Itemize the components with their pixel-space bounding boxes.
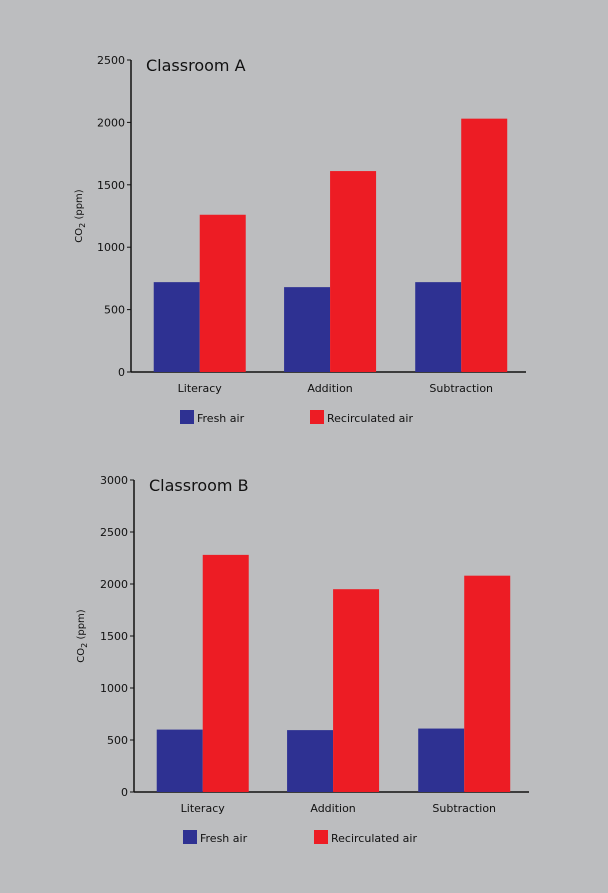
x-category-label: Subtraction — [429, 382, 493, 395]
y-tick-label: 500 — [107, 734, 128, 747]
x-category-label: Addition — [310, 802, 355, 815]
bar-recirculated-air-subtraction — [464, 575, 511, 792]
bar-recirculated-air-literacy — [202, 554, 249, 792]
legend-label: Fresh air — [200, 832, 248, 845]
bar-fresh-air-subtraction — [415, 282, 462, 372]
bar-fresh-air-subtraction — [418, 728, 465, 792]
y-tick-label: 1500 — [97, 179, 125, 192]
legend-label: Recirculated air — [327, 412, 413, 425]
legend-label: Recirculated air — [331, 832, 417, 845]
x-category-label: Literacy — [181, 802, 226, 815]
y-axis-label-subscript: 2 — [78, 223, 87, 228]
legend-swatch — [310, 410, 324, 424]
bar-recirculated-air-subtraction — [461, 118, 508, 372]
bar-fresh-air-literacy — [156, 729, 203, 792]
legend-swatch — [180, 410, 194, 424]
y-tick-label: 1500 — [100, 630, 128, 643]
bar-fresh-air-addition — [284, 287, 331, 372]
y-tick-label: 0 — [118, 366, 125, 379]
y-tick-label: 1000 — [97, 241, 125, 254]
bar-recirculated-air-literacy — [199, 214, 246, 372]
chart-classroom-b: 0 500 1000 1500 2000 2500 3000 Classroom B CO2 (… — [76, 474, 529, 845]
y-axis-label-unit: (ppm) — [76, 609, 87, 643]
bar-fresh-air-literacy — [153, 282, 200, 372]
y-tick-label: 2500 — [97, 54, 125, 67]
y-axis-label: CO2 (ppm) — [74, 189, 87, 242]
y-axis-label-main: CO — [76, 648, 87, 663]
y-tick-label: 1000 — [100, 682, 128, 695]
y-axis-label-subscript: 2 — [80, 643, 89, 648]
y-tick-label: 2000 — [100, 578, 128, 591]
legend-label: Fresh air — [197, 412, 245, 425]
chart-title: Classroom B — [149, 476, 249, 495]
bar-recirculated-air-addition — [330, 171, 377, 372]
y-axis-label-main: CO — [74, 228, 85, 243]
chart-title: Classroom A — [146, 56, 246, 75]
y-tick-label: 0 — [121, 786, 128, 799]
y-tick-label: 500 — [104, 304, 125, 317]
bar-recirculated-air-addition — [333, 589, 380, 792]
legend-swatch — [183, 830, 197, 844]
y-tick-label: 3000 — [100, 474, 128, 487]
x-category-label: Literacy — [178, 382, 223, 395]
x-category-label: Addition — [307, 382, 352, 395]
y-tick-label: 2000 — [97, 116, 125, 129]
y-tick-label: 2500 — [100, 526, 128, 539]
bar-fresh-air-addition — [287, 730, 334, 792]
legend-swatch — [314, 830, 328, 844]
x-category-label: Subtraction — [432, 802, 496, 815]
y-axis-label: CO2 (ppm) — [76, 609, 89, 662]
chart-classroom-a: 0 500 1000 1500 2000 2500 Classroom A CO2 (ppm)… — [74, 54, 526, 425]
y-axis-label-unit: (ppm) — [74, 189, 85, 223]
